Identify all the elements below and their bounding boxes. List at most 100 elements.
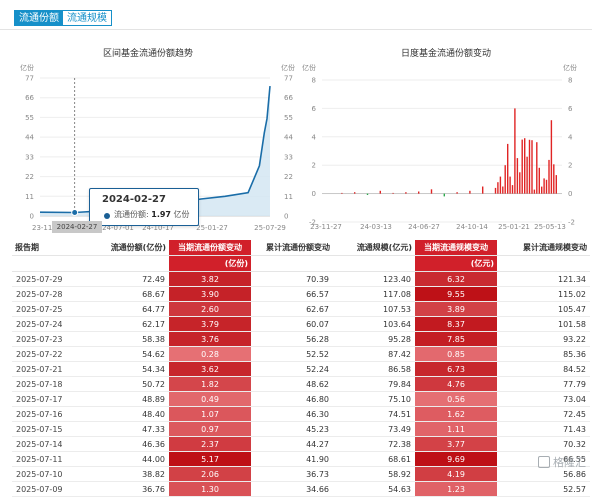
y-tick-label: 0	[312, 190, 316, 198]
cell-share-change: 3.90	[169, 286, 251, 302]
cell-scale-change: 9.69	[415, 451, 497, 467]
left-axis-unit: 亿份	[20, 63, 34, 72]
col-scale[interactable]: 流通规模(亿元)	[333, 240, 415, 256]
cell-date: 2025-07-09	[12, 481, 90, 497]
x-tick-label: 23-11-27	[310, 223, 342, 231]
table-row[interactable]: 2025-07-21 54.34 3.62 52.24 86.58 6.73 84.52	[12, 361, 590, 377]
cell-scale-change: 6.32	[415, 271, 497, 287]
col-cum-share-change[interactable]: 累计流通份额变动	[251, 240, 333, 256]
cell-scale: 72.38	[333, 436, 415, 452]
y-tick-label-right: 66	[284, 94, 293, 102]
cell-scale-change: 6.73	[415, 361, 497, 377]
cell-cum-scale: 52.57	[497, 481, 590, 497]
cell-share: 54.34	[90, 361, 169, 377]
daily-change-bar	[550, 120, 553, 194]
y-tick-label-right: 44	[284, 134, 293, 142]
cell-cum-scale: 84.52	[497, 361, 590, 377]
daily-change-bar	[502, 186, 504, 194]
cell-cum-share: 56.28	[251, 331, 333, 347]
tooltip-line: 流通份额: 1.97 亿份	[114, 209, 190, 220]
cell-scale: 54.63	[333, 481, 415, 497]
cell-cum-share: 70.39	[251, 271, 333, 287]
daily-change-bar	[545, 179, 548, 194]
table-row[interactable]: 2025-07-15 47.33 0.97 45.23 73.49 1.11 71.43	[12, 421, 590, 437]
table-row[interactable]: 2025-07-28 68.67 3.90 66.57 117.08 9.55 115.02	[12, 286, 590, 302]
cell-share: 36.76	[90, 481, 169, 497]
cell-share: 50.72	[90, 376, 169, 392]
x-tick-label: 25-07-29	[254, 224, 286, 232]
x-tick-label: 24-03-13	[360, 223, 392, 231]
daily-change-bar	[541, 186, 543, 194]
table-row[interactable]: 2025-07-09 36.76 1.30 34.66 54.63 1.23 52.57	[12, 481, 590, 497]
col-cum-scale-change[interactable]: 累计流通规模变动	[497, 240, 590, 256]
daily-change-bar	[507, 143, 509, 194]
cell-scale: 79.84	[333, 376, 415, 392]
cell-share-change: 0.49	[169, 391, 251, 407]
cell-cum-share: 48.62	[251, 376, 333, 392]
cell-share: 38.82	[90, 466, 169, 482]
cell-cum-scale: 85.36	[497, 346, 590, 362]
cell-scale: 68.61	[333, 451, 415, 467]
daily-change-bar	[379, 190, 381, 194]
x-tick-label: 25-01-27	[196, 224, 228, 232]
crosshair-date-label: 2024-02-27	[52, 221, 102, 233]
table-row[interactable]: 2025-07-11 44.00 5.17 41.90 68.61 9.69 66.55	[12, 451, 590, 467]
cell-date: 2025-07-22	[12, 346, 90, 362]
cell-cum-share: 44.27	[251, 436, 333, 452]
table-row[interactable]: 2025-07-17 48.89 0.49 46.80 75.10 0.56 73.04	[12, 391, 590, 407]
col-share[interactable]: 流通份额(亿份)	[90, 240, 169, 256]
tab-circulating-share[interactable]: 流通份额	[14, 10, 64, 26]
col-report-period[interactable]: 报告期	[12, 240, 90, 256]
table-row[interactable]: 2025-07-10 38.82 2.06 36.73 58.92 4.19 56.86	[12, 466, 590, 482]
daily-change-bar	[521, 139, 523, 194]
daily-change-bar	[555, 175, 557, 194]
y-tick-label-right: 55	[284, 114, 293, 122]
cell-cum-scale: 66.55	[497, 451, 590, 467]
daily-change-bar	[509, 176, 511, 194]
daily-change-bar	[526, 156, 528, 194]
table-row[interactable]: 2025-07-24 62.17 3.79 60.07 103.64 8.37 101.58	[12, 316, 590, 332]
cell-share-change: 1.30	[169, 481, 251, 497]
cell-share: 47.33	[90, 421, 169, 437]
cell-share-change: 2.06	[169, 466, 251, 482]
y-tick-label: 8	[312, 77, 316, 85]
cell-share-change: 3.79	[169, 316, 251, 332]
y-tick-label-right: 11	[284, 193, 293, 201]
cell-scale: 73.49	[333, 421, 415, 437]
cell-share: 72.49	[90, 271, 169, 287]
cell-cum-share: 62.67	[251, 301, 333, 317]
table-row[interactable]: 2025-07-22 54.62 0.28 52.52 87.42 0.85 85.36	[12, 346, 590, 362]
cell-share-change: 3.82	[169, 271, 251, 287]
cell-date: 2025-07-14	[12, 436, 90, 452]
tooltip-unit: 亿份	[173, 210, 190, 219]
x-tick-label: 25-01-21	[498, 223, 530, 231]
table-row[interactable]: 2025-07-25 64.77 2.60 62.67 107.53 3.89 105.47	[12, 301, 590, 317]
col-share-change[interactable]: 当期流通份额变动	[169, 240, 251, 256]
tooltip-date: 2024-02-27	[102, 194, 166, 205]
table-row[interactable]: 2025-07-14 46.36 2.37 44.27 72.38 3.77 70.32	[12, 436, 590, 452]
daily-change-plot: 亿份 亿份8 86 64 42 20 0-2 -223-11-27 24-03-13 24-06-…	[302, 63, 577, 231]
cell-cum-scale: 101.58	[497, 316, 590, 332]
cell-date: 2025-07-28	[12, 286, 90, 302]
cell-scale: 58.92	[333, 466, 415, 482]
tooltip-value: 1.97	[151, 210, 171, 219]
table-row[interactable]: 2025-07-29 72.49 3.82 70.39 123.40 6.32 121.34	[12, 271, 590, 287]
cell-scale-change: 3.77	[415, 436, 497, 452]
cell-cum-scale: 77.79	[497, 376, 590, 392]
daily-change-bar	[354, 192, 356, 194]
y-tick-label: -2	[309, 219, 316, 227]
table-row[interactable]: 2025-07-18 50.72 1.82 48.62 79.84 4.76 77.79	[12, 376, 590, 392]
share-area	[40, 86, 270, 216]
table-row[interactable]: 2025-07-16 48.40 1.07 46.30 74.51 1.62 72.45	[12, 406, 590, 422]
cell-date: 2025-07-11	[12, 451, 90, 467]
cell-share: 68.67	[90, 286, 169, 302]
col-scale-change[interactable]: 当期流通规模变动	[415, 240, 497, 256]
cell-share: 48.40	[90, 406, 169, 422]
cell-share-change: 2.37	[169, 436, 251, 452]
daily-change-bar	[533, 189, 536, 194]
cell-cum-share: 34.66	[251, 481, 333, 497]
tab-circulating-scale[interactable]: 流通规模	[62, 10, 112, 26]
cell-cum-scale: 70.32	[497, 436, 590, 452]
daily-change-bar	[511, 185, 514, 194]
table-row[interactable]: 2025-07-23 58.38 3.76 56.28 95.28 7.85 93.22	[12, 331, 590, 347]
